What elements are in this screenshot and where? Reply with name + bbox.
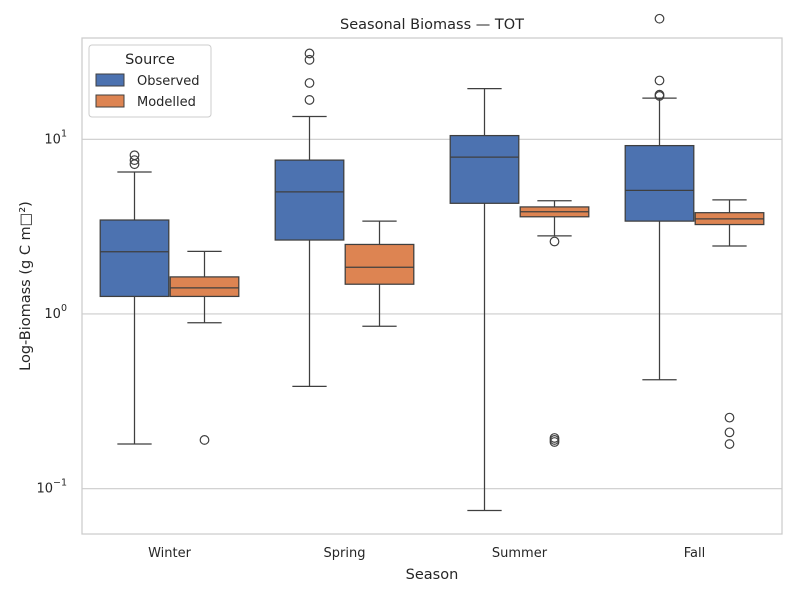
box-modelled-fall <box>694 199 765 449</box>
outlier-point <box>304 48 315 59</box>
box-observed-winter <box>99 150 170 445</box>
x-tick-label-spring: Spring <box>324 546 366 561</box>
grid-layer <box>82 138 782 490</box>
outlier-point <box>724 427 735 438</box>
legend-swatch-observed <box>95 73 125 87</box>
legend-swatch-modelled <box>95 94 125 108</box>
outlier-point <box>199 435 210 445</box>
outlier-point <box>654 75 665 86</box>
y-tick-label: 10−1 <box>36 478 67 497</box>
outlier-point <box>129 150 140 161</box>
box-layer <box>99 13 765 512</box>
y-axis-label: Log-Biomass (g C m□²) <box>18 201 34 371</box>
x-tick-label-winter: Winter <box>148 546 192 561</box>
outlier-point <box>304 78 315 88</box>
x-tick-label-summer: Summer <box>492 546 548 561</box>
box-body <box>449 134 520 204</box>
box-body <box>624 144 695 222</box>
tick-layer: 10−1 100 101 Winter Spring Summer Fall <box>36 128 705 561</box>
box-modelled-summer <box>519 200 590 447</box>
x-tick-label-fall: Fall <box>684 546 705 561</box>
box-observed-summer <box>449 87 520 512</box>
outlier-point <box>304 95 315 105</box>
outlier-point <box>654 13 665 24</box>
legend-title: Source <box>125 52 175 68</box>
plot-frame <box>81 37 783 535</box>
box-modelled-spring <box>344 220 415 327</box>
outlier-point <box>724 412 735 423</box>
y-tick-label: 100 <box>44 303 67 322</box>
box-body <box>169 276 240 298</box>
chart-title: Seasonal Biomass — TOT <box>340 17 524 33</box>
box-body <box>344 243 415 285</box>
outlier-point <box>549 236 560 247</box>
box-modelled-winter <box>169 250 240 445</box>
outlier-point <box>549 433 560 443</box>
legend-label-modelled: Modelled <box>137 95 196 110</box>
outlier-point <box>724 439 735 449</box>
outlier-point <box>129 155 140 165</box>
box-body <box>99 219 170 298</box>
x-axis-label: Season <box>406 567 459 583</box>
outlier-point <box>304 54 315 65</box>
y-tick-label: 101 <box>44 128 67 147</box>
legend: Source Observed Modelled <box>88 44 212 118</box>
outlier-point <box>654 89 665 100</box>
box-observed-fall <box>624 13 695 381</box>
legend-label-observed: Observed <box>137 74 200 89</box>
box-body <box>274 159 345 241</box>
box-observed-spring <box>274 48 345 388</box>
